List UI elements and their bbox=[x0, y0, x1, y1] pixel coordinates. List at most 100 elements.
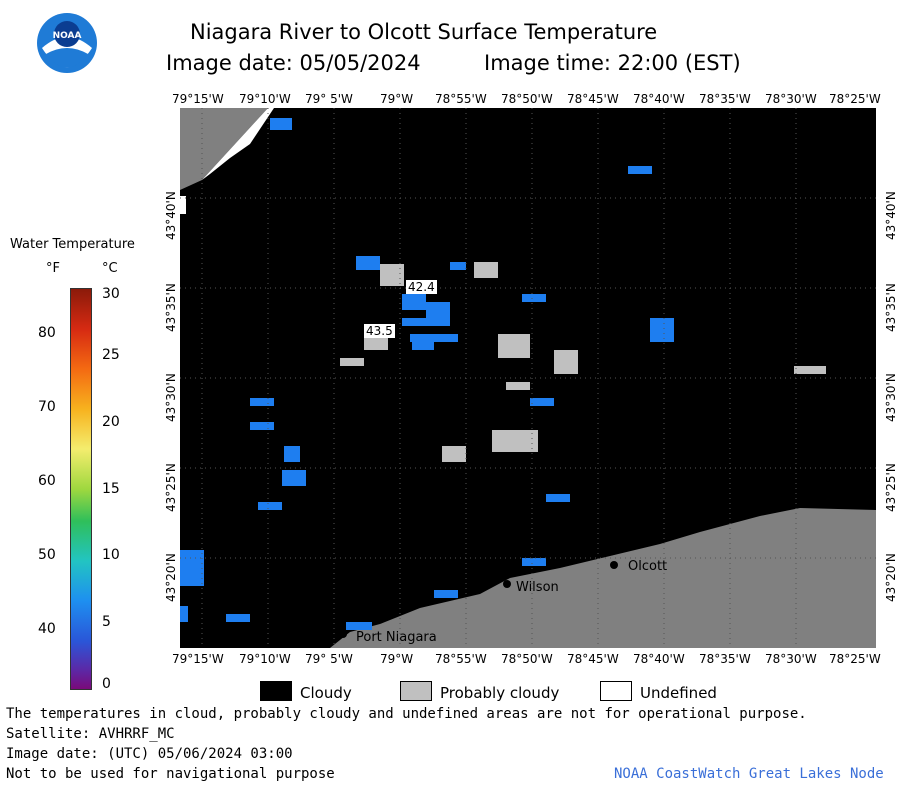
place-label-port-niagara: Port Niagara bbox=[356, 630, 437, 645]
temp-patch bbox=[412, 342, 434, 350]
lon-label-top: 78°40'W bbox=[633, 92, 685, 106]
probably-cloudy-patch bbox=[554, 350, 578, 374]
legend-undefined-swatch bbox=[600, 681, 632, 701]
probably-cloudy-patch bbox=[794, 366, 826, 374]
place-label-wilson: Wilson bbox=[516, 580, 559, 595]
temp-patch bbox=[250, 398, 274, 406]
probably-cloudy-patch bbox=[340, 358, 364, 366]
lon-label-top: 78°50'W bbox=[501, 92, 553, 106]
map-svg bbox=[180, 108, 876, 648]
temp-label: 43.5 bbox=[364, 324, 395, 338]
temp-patch bbox=[402, 294, 426, 310]
temp-patch bbox=[450, 262, 466, 270]
lon-label-bottom: 78°30'W bbox=[765, 652, 817, 666]
graticule bbox=[180, 108, 876, 648]
lon-label-bottom: 78°45'W bbox=[567, 652, 619, 666]
lon-label-bottom: 78°25'W bbox=[829, 652, 881, 666]
colorbar-unit-f: °F bbox=[46, 261, 60, 276]
lon-label-bottom: 79°15'W bbox=[172, 652, 224, 666]
lon-label-bottom: 78°35'W bbox=[699, 652, 751, 666]
colorbar-c-tick: 20 bbox=[102, 414, 120, 430]
place-label-olcott: Olcott bbox=[628, 559, 668, 574]
temp-patch bbox=[270, 118, 292, 130]
temp-patch bbox=[426, 302, 450, 326]
legend-undefined-label: Undefined bbox=[640, 684, 717, 702]
lon-label-bottom: 79°10'W bbox=[239, 652, 291, 666]
lon-label-bottom: 79° 5'W bbox=[305, 652, 353, 666]
lat-label-left: 43°25'N bbox=[164, 463, 178, 512]
probably-cloudy-patch bbox=[364, 334, 388, 350]
image-date: Image date: 05/05/2024 bbox=[166, 51, 421, 75]
temp-patch bbox=[226, 614, 250, 622]
lon-label-top: 79° 5'W bbox=[305, 92, 353, 106]
temp-patch bbox=[282, 470, 306, 486]
map-panel[interactable]: Olcott Wilson Port Niagara 42.4 43.5 bbox=[180, 108, 876, 648]
colorbar-f-tick: 80 bbox=[38, 325, 56, 341]
temp-patch bbox=[530, 398, 554, 406]
temp-patch bbox=[628, 166, 652, 174]
lat-label-left: 43°20'N bbox=[164, 553, 178, 602]
legend-cloudy-swatch bbox=[260, 681, 292, 701]
probably-cloudy-patch bbox=[498, 334, 530, 358]
colorbar-f-tick: 50 bbox=[38, 547, 56, 563]
lon-label-bottom: 79°W bbox=[380, 652, 414, 666]
lat-label-right: 43°20'N bbox=[884, 553, 898, 602]
colorbar-unit-c: °C bbox=[102, 261, 118, 276]
colorbar-c-tick: 0 bbox=[102, 676, 111, 692]
probably-cloudy-patch bbox=[380, 264, 404, 286]
temp-patch bbox=[402, 318, 426, 326]
lat-label-left: 43°30'N bbox=[164, 373, 178, 422]
colorbar bbox=[70, 288, 92, 690]
footer-utc-date: Image date: (UTC) 05/06/2024 03:00 bbox=[6, 746, 293, 762]
temp-patch bbox=[522, 294, 546, 302]
legend-cloudy-label: Cloudy bbox=[300, 684, 352, 702]
colorbar-c-tick: 10 bbox=[102, 547, 120, 563]
lon-label-bottom: 78°40'W bbox=[633, 652, 685, 666]
svg-text:NOAA: NOAA bbox=[53, 31, 82, 41]
lon-label-top: 78°45'W bbox=[567, 92, 619, 106]
noaa-logo: NOAA bbox=[36, 12, 98, 74]
legend-probably-cloudy-label: Probably cloudy bbox=[440, 684, 560, 702]
lat-label-right: 43°25'N bbox=[884, 463, 898, 512]
temp-patch bbox=[346, 622, 372, 630]
temp-patch bbox=[434, 590, 458, 598]
temp-patch bbox=[410, 334, 458, 342]
lat-label-left: 43°40'N bbox=[164, 191, 178, 240]
footer-nav-warning: Not to be used for navigational purpose bbox=[6, 766, 335, 782]
temp-patch bbox=[250, 422, 274, 430]
temp-patch bbox=[650, 318, 674, 342]
colorbar-f-tick: 70 bbox=[38, 399, 56, 415]
lon-label-top: 79°15'W bbox=[172, 92, 224, 106]
footer-credit[interactable]: NOAA CoastWatch Great Lakes Node bbox=[614, 766, 884, 782]
lon-label-top: 78°55'W bbox=[435, 92, 487, 106]
lat-label-right: 43°40'N bbox=[884, 191, 898, 240]
temp-patch bbox=[284, 446, 300, 462]
temp-patch bbox=[356, 256, 380, 270]
temp-patch bbox=[258, 502, 282, 510]
image-time: Image time: 22:00 (EST) bbox=[484, 51, 741, 75]
lon-label-top: 78°25'W bbox=[829, 92, 881, 106]
colorbar-f-tick: 40 bbox=[38, 621, 56, 637]
port-niagara-marker bbox=[339, 630, 347, 638]
colorbar-c-tick: 5 bbox=[102, 614, 111, 630]
temp-patch bbox=[180, 606, 188, 622]
colorbar-c-tick: 30 bbox=[102, 286, 120, 302]
colorbar-c-tick: 25 bbox=[102, 347, 120, 363]
lat-label-right: 43°30'N bbox=[884, 373, 898, 422]
temp-label: 42.4 bbox=[406, 280, 437, 294]
colorbar-f-tick: 60 bbox=[38, 473, 56, 489]
colorbar-title: Water Temperature bbox=[10, 237, 135, 252]
lon-label-top: 78°30'W bbox=[765, 92, 817, 106]
undefined-area bbox=[202, 108, 274, 180]
temp-patch bbox=[180, 550, 204, 586]
lon-label-top: 78°35'W bbox=[699, 92, 751, 106]
lat-label-left: 43°35'N bbox=[164, 283, 178, 332]
lon-label-bottom: 78°50'W bbox=[501, 652, 553, 666]
footer-satellite: Satellite: AVHRRF_MC bbox=[6, 726, 175, 742]
lon-label-top: 79°10'W bbox=[239, 92, 291, 106]
colorbar-c-tick: 15 bbox=[102, 481, 120, 497]
temp-patch bbox=[546, 494, 570, 502]
page-title: Niagara River to Olcott Surface Temperat… bbox=[190, 20, 658, 44]
undefined-area bbox=[180, 196, 186, 214]
lon-label-bottom: 78°55'W bbox=[435, 652, 487, 666]
